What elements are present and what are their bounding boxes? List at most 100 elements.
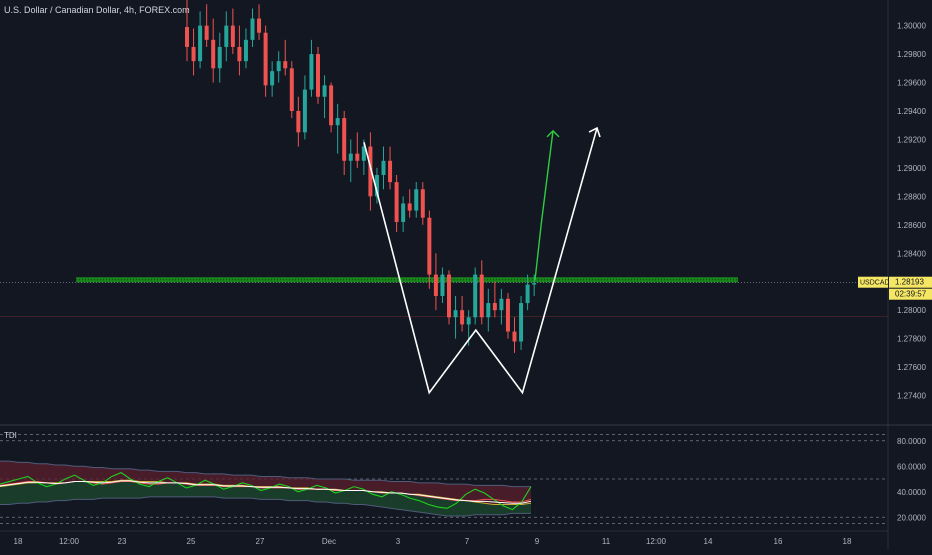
time-tick-label: 12:00	[646, 537, 667, 546]
candle-down	[447, 274, 451, 318]
time-tick-label: 16	[774, 537, 783, 546]
tdi-tick-label: 80.0000	[897, 437, 926, 446]
tdi-upper-fill	[0, 461, 531, 505]
candle-up	[361, 146, 366, 161]
candle-up	[473, 274, 478, 318]
time-tick-label: 9	[535, 537, 540, 546]
time-tick-label: 23	[118, 537, 127, 546]
candle-down	[230, 25, 235, 47]
candle-up	[322, 85, 327, 97]
candle-down	[191, 46, 196, 62]
candles	[185, 0, 537, 353]
countdown-tag: 02:39:57	[895, 290, 927, 299]
candle-down	[316, 54, 320, 97]
projection-arrow	[534, 130, 554, 281]
time-tick-label: 7	[465, 537, 470, 546]
candle-up	[414, 189, 419, 211]
candle-up	[276, 61, 281, 72]
price-tick-label: 1.28800	[897, 192, 926, 201]
tdi-tick-label: 40.0000	[897, 488, 926, 497]
time-tick-label: 12:00	[59, 537, 80, 546]
candle-up	[525, 284, 530, 304]
candle-up	[302, 89, 307, 133]
chart-title: U.S. Dollar / Canadian Dollar, 4h, FOREX…	[4, 5, 190, 15]
tdi-tick-label: 20.0000	[897, 513, 926, 522]
symbol-tag: USDCAD	[860, 280, 890, 287]
time-tick-label: 11	[602, 537, 611, 546]
candle-down	[479, 274, 484, 318]
candle-down	[329, 85, 334, 126]
price-tick-label: 1.27400	[897, 392, 926, 401]
time-tick-label: 27	[256, 537, 265, 546]
candle-down	[283, 61, 288, 69]
price-tick-label: 1.29200	[897, 135, 926, 144]
time-tick-label: Dec	[322, 537, 336, 546]
price-tick-label: 1.27600	[897, 363, 926, 372]
time-tick-label: 25	[187, 537, 196, 546]
tdi-upper-band	[0, 460, 531, 488]
candle-up	[374, 175, 379, 197]
price-tick-label: 1.29600	[897, 79, 926, 88]
candle-up	[519, 303, 524, 342]
candle-down	[388, 160, 393, 183]
candle-down	[185, 27, 189, 47]
w-pattern-arrowhead	[588, 126, 601, 138]
tdi-lower-band	[0, 496, 531, 517]
price-tick-label: 1.29400	[897, 107, 926, 116]
price-tick-label: 1.28600	[897, 221, 926, 230]
candle-down	[237, 46, 242, 62]
indicator-name[interactable]: TDI	[4, 431, 17, 440]
tdi-price-line	[0, 472, 532, 511]
candle-down	[296, 110, 301, 133]
candle-down	[368, 146, 373, 197]
candle-down	[355, 153, 360, 161]
last-price-tag-bg	[889, 276, 932, 288]
projection-arrowhead	[546, 129, 560, 138]
candle-down	[433, 274, 438, 296]
symbol-tag-bg	[858, 276, 888, 288]
candle-down	[394, 182, 399, 222]
price-tick-label: 1.27800	[897, 335, 926, 344]
candle-down	[492, 303, 497, 311]
candle-up	[198, 25, 203, 62]
candle-down	[460, 310, 465, 325]
candle-up	[453, 310, 458, 318]
tdi-lower-fill	[0, 480, 531, 516]
candle-down	[512, 331, 517, 342]
candle-up	[532, 283, 537, 285]
candle-down	[427, 217, 432, 275]
time-tick-label: 18	[843, 537, 852, 546]
tdi-market-line	[0, 480, 532, 504]
countdown-tag-bg	[889, 288, 932, 300]
price-tick-label: 1.28000	[897, 306, 926, 315]
candle-down	[211, 39, 216, 69]
tdi-tick-label: 60.0000	[897, 462, 926, 471]
candle-up	[466, 317, 471, 325]
candle-up	[499, 298, 504, 311]
price-tick-label: 1.30000	[897, 22, 926, 31]
candle-down	[263, 32, 268, 86]
candle-down	[257, 18, 262, 33]
candle-down	[407, 203, 412, 211]
candle-up	[217, 46, 222, 69]
candle-up	[335, 118, 340, 126]
candle-down	[420, 189, 425, 218]
candle-up	[309, 54, 314, 90]
candle-up	[401, 203, 406, 222]
last-price-tag: 1.28193	[895, 278, 924, 287]
price-tick-label: 1.29000	[897, 164, 926, 173]
time-tick-label: 18	[14, 537, 23, 546]
price-tick-label: 1.29800	[897, 50, 926, 59]
candle-up	[243, 39, 248, 62]
tdi-pane[interactable]	[0, 434, 888, 524]
candle-up	[250, 18, 255, 40]
candle-up	[270, 71, 275, 86]
candle-down	[342, 118, 347, 161]
w-pattern-line	[363, 127, 598, 395]
time-tick-label: 3	[396, 537, 401, 546]
price-tick-label: 1.28400	[897, 249, 926, 258]
candle-up	[486, 303, 491, 318]
